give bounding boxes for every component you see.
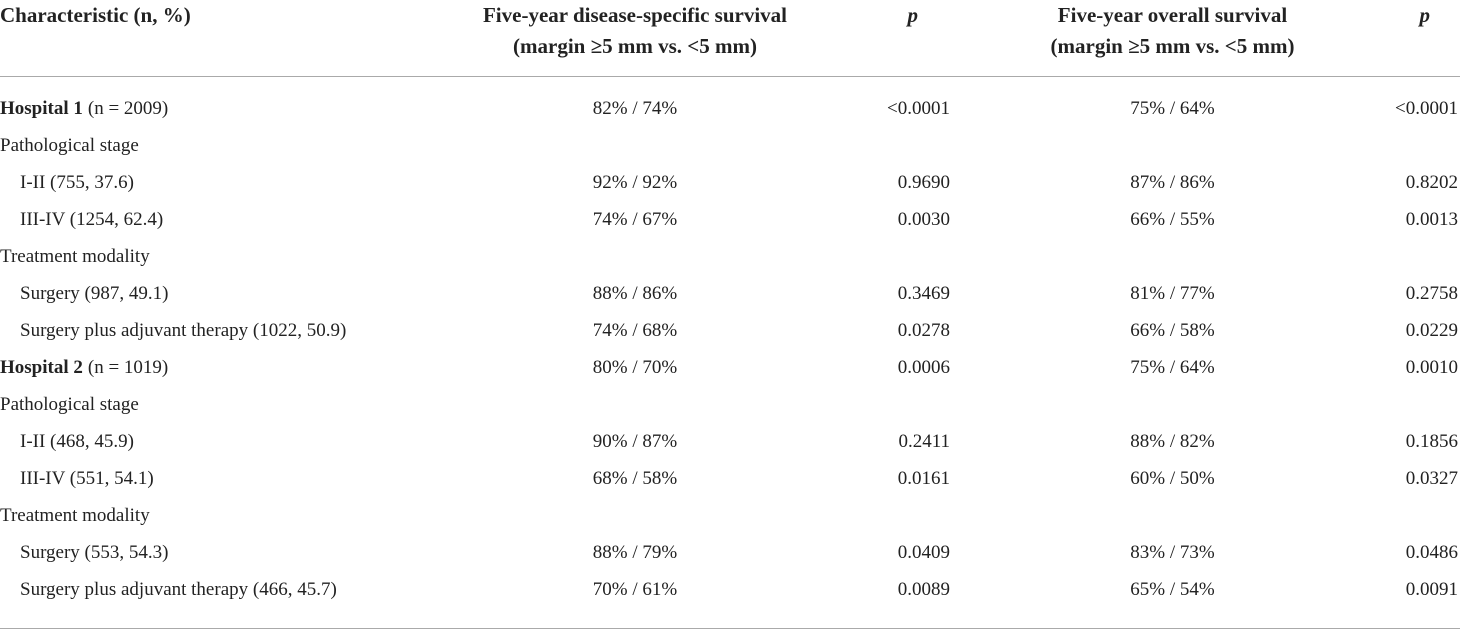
column-header: Five-year overall survival (margin ≥5 mm …	[955, 0, 1390, 62]
cell-value: 68% / 58%	[592, 468, 678, 489]
cell-value: 65% / 54%	[1130, 579, 1215, 600]
cell-value: 0.2411	[898, 431, 950, 452]
header-line: (margin ≥5 mm vs. <5 mm)	[1050, 34, 1295, 58]
row-label: I-II (468, 45.9)	[20, 423, 134, 460]
table-row: Surgery plus adjuvant therapy (466, 45.7…	[0, 571, 1460, 608]
cell-value: 0.0486	[1405, 542, 1458, 563]
table-row: Hospital 1 (n = 2009) 82% / 74% <0.0001 75% …	[0, 90, 1460, 127]
cell-value: 90% / 87%	[592, 431, 678, 452]
header-line: Five-year disease-specific survival	[482, 3, 788, 27]
row-label: I-II (755, 37.6)	[20, 164, 134, 201]
header-line: p	[907, 3, 919, 27]
column-header: p	[1390, 0, 1431, 31]
row-label-text: Surgery (987, 49.1)	[20, 283, 169, 304]
cell-value: 75% / 64%	[1130, 357, 1215, 378]
row-label-bold: Hospital 2	[0, 357, 83, 378]
cell-value: 0.0327	[1405, 468, 1458, 489]
row-label-bold: Hospital 1	[0, 98, 83, 119]
cell-value: 0.9690	[897, 172, 950, 193]
cell-value: 88% / 86%	[592, 283, 678, 304]
row-label-text: Treatment modality	[0, 505, 150, 526]
cell-value: 0.0013	[1405, 209, 1458, 230]
column-header: Characteristic (n, %)	[0, 0, 191, 31]
row-label-text: (n = 1019)	[87, 357, 169, 378]
row-label: Surgery (553, 54.3)	[20, 534, 168, 571]
row-label-text: Surgery plus adjuvant therapy (1022, 50.…	[20, 320, 347, 341]
table-row: III-IV (551, 54.1) 68% / 58% 0.0161 60% / 5…	[0, 460, 1460, 497]
row-label-text: III-IV (551, 54.1)	[20, 468, 154, 489]
cell-value: 0.0229	[1405, 320, 1458, 341]
cell-value: 87% / 86%	[1130, 172, 1215, 193]
cell-value: <0.0001	[1395, 98, 1458, 119]
cell-value: 82% / 74%	[592, 98, 678, 119]
header-rule	[0, 76, 1460, 77]
row-label: Treatment modality	[0, 497, 150, 534]
cell-value: 0.0006	[897, 357, 950, 378]
cell-value: 74% / 67%	[592, 209, 678, 230]
table-row: Surgery (553, 54.3) 88% / 79% 0.0409 83% / …	[0, 534, 1460, 571]
row-label: III-IV (551, 54.1)	[20, 460, 154, 497]
table-row: III-IV (1254, 62.4) 74% / 67% 0.0030 66% / …	[0, 201, 1460, 238]
row-label-text: Pathological stage	[0, 135, 139, 156]
row-label-text: Pathological stage	[0, 394, 139, 415]
cell-value: 74% / 68%	[592, 320, 678, 341]
row-label: Treatment modality	[0, 238, 150, 275]
row-label: Pathological stage	[0, 127, 139, 164]
cell-value: 75% / 64%	[1130, 98, 1215, 119]
row-label-text: I-II (468, 45.9)	[20, 431, 134, 452]
cell-value: 0.3469	[897, 283, 950, 304]
header-line: (margin ≥5 mm vs. <5 mm)	[513, 34, 757, 58]
cell-value: 66% / 55%	[1130, 209, 1215, 230]
row-label-text: Surgery plus adjuvant therapy (466, 45.7…	[20, 579, 337, 600]
cell-value: 0.2758	[1405, 283, 1458, 304]
header-line: Five-year overall survival	[1057, 3, 1288, 27]
cell-value: 0.0091	[1405, 579, 1458, 600]
row-label-text: III-IV (1254, 62.4)	[20, 209, 164, 230]
row-label: Surgery plus adjuvant therapy (466, 45.7…	[20, 571, 337, 608]
table-row: I-II (755, 37.6) 92% / 92% 0.9690 87% / 86%…	[0, 164, 1460, 201]
column-header: Five-year disease-specific survival (marg…	[430, 0, 840, 62]
cell-value: 0.1856	[1405, 431, 1458, 452]
cell-value: 83% / 73%	[1130, 542, 1215, 563]
table-row: Treatment modality	[0, 238, 1460, 275]
cell-value: 0.0278	[897, 320, 950, 341]
table-row: I-II (468, 45.9) 90% / 87% 0.2411 88% / 82%…	[0, 423, 1460, 460]
cell-value: 0.0161	[897, 468, 950, 489]
table-row: Hospital 2 (n = 1019) 80% / 70% 0.0006 75% /…	[0, 349, 1460, 386]
row-label-text: Treatment modality	[0, 246, 150, 267]
row-label: Pathological stage	[0, 386, 139, 423]
table-row: Surgery plus adjuvant therapy (1022, 50.…	[0, 312, 1460, 349]
cell-value: 70% / 61%	[592, 579, 678, 600]
row-label: Hospital 1 (n = 2009)	[0, 90, 168, 127]
table-row: Treatment modality	[0, 497, 1460, 534]
cell-value: 80% / 70%	[592, 357, 678, 378]
cell-value: 81% / 77%	[1130, 283, 1215, 304]
cell-value: 0.8202	[1405, 172, 1458, 193]
cell-value: 92% / 92%	[592, 172, 678, 193]
cell-value: 0.0010	[1405, 357, 1458, 378]
header-line: p	[1419, 3, 1431, 27]
cell-value: 88% / 79%	[592, 542, 678, 563]
row-label: III-IV (1254, 62.4)	[20, 201, 163, 238]
row-label-text: (n = 2009)	[87, 98, 169, 119]
column-header: p	[840, 0, 919, 31]
row-label: Surgery plus adjuvant therapy (1022, 50.…	[20, 312, 346, 349]
cell-value: <0.0001	[887, 98, 950, 119]
table-row: Pathological stage	[0, 127, 1460, 164]
cell-value: 0.0089	[897, 579, 950, 600]
row-label-text: I-II (755, 37.6)	[20, 172, 134, 193]
row-label: Hospital 2 (n = 1019)	[0, 349, 168, 386]
row-label-text: Surgery (553, 54.3)	[20, 542, 169, 563]
cell-value: 88% / 82%	[1130, 431, 1215, 452]
cell-value: 60% / 50%	[1130, 468, 1215, 489]
cell-value: 0.0030	[897, 209, 950, 230]
cell-value: 66% / 58%	[1130, 320, 1215, 341]
cell-value: 0.0409	[897, 542, 950, 563]
table-row: Surgery (987, 49.1) 88% / 86% 0.3469 81% / …	[0, 275, 1460, 312]
header-line: Characteristic (n, %)	[0, 3, 191, 27]
table-row: Pathological stage	[0, 386, 1460, 423]
row-label: Surgery (987, 49.1)	[20, 275, 168, 312]
